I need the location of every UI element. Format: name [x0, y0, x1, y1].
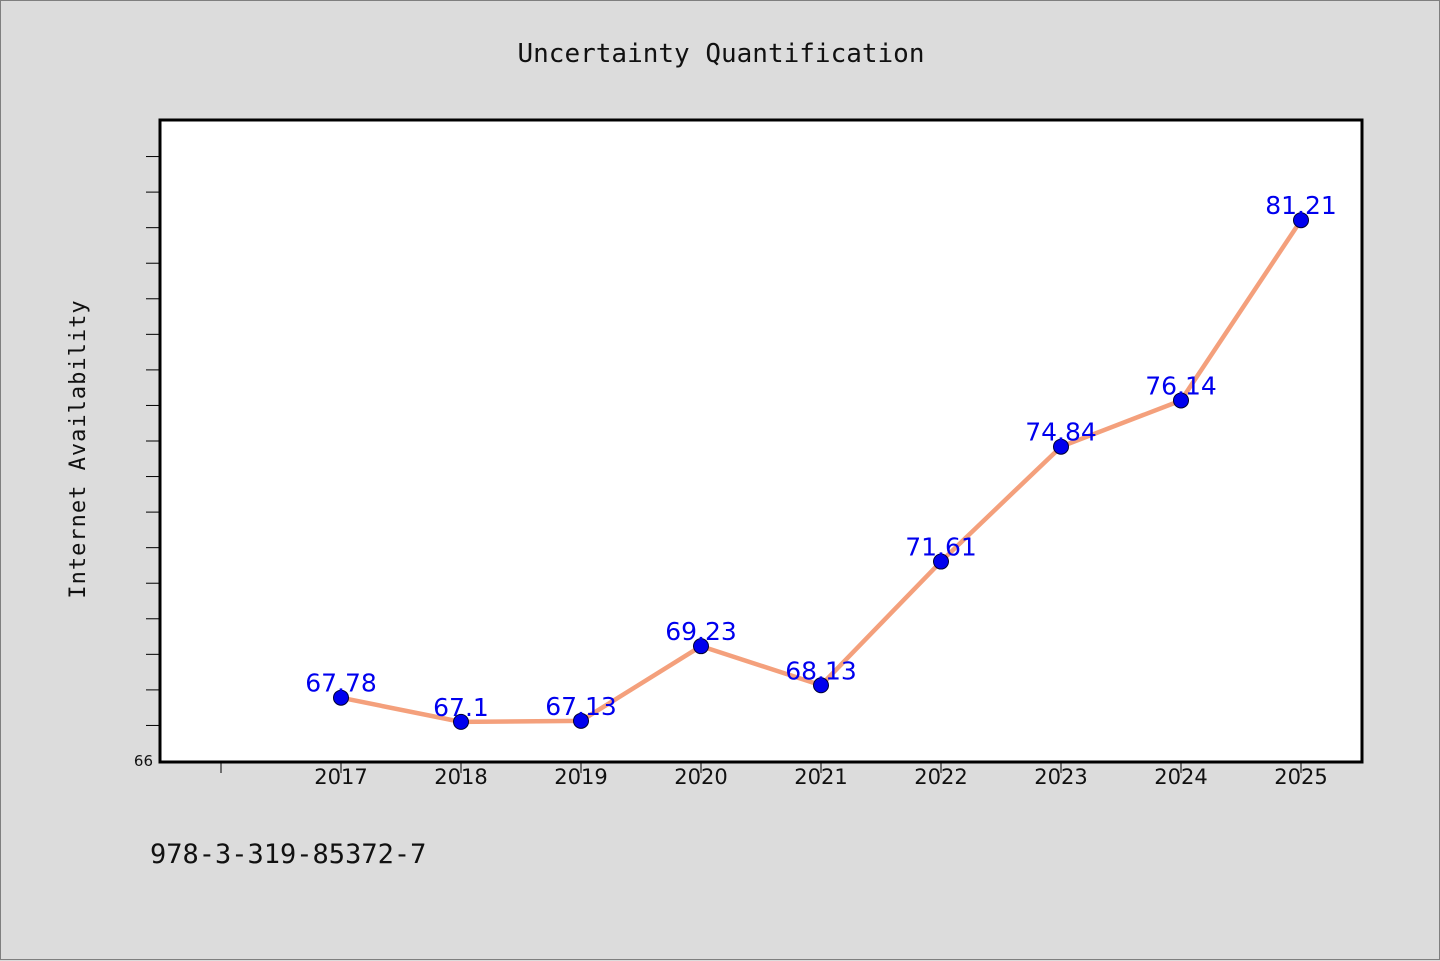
data-label: 68.13: [785, 656, 857, 685]
y-tick-label: 66: [134, 752, 153, 770]
data-point: [933, 553, 949, 570]
data-label: 76.14: [1145, 371, 1217, 400]
y-axis-ticks: 66: [134, 156, 161, 770]
data-point: [693, 638, 709, 655]
x-tick-label: 2019: [554, 765, 607, 789]
x-tick-label: 2021: [794, 765, 847, 789]
series-ottimo: 67.78 67.1 67.13 69.23 68.13 71.61 74.84 76.14 8…: [305, 191, 1337, 730]
chart-title: Uncertainty Quantification: [518, 39, 925, 69]
data-label: 67.1: [433, 693, 489, 722]
data-label: 67.78: [305, 669, 377, 698]
x-tick-label: 2017: [314, 765, 367, 789]
x-tick-label: 2023: [1034, 765, 1087, 789]
data-point: [1053, 438, 1069, 455]
data-point: [1293, 212, 1309, 229]
x-axis-ticks: 2017 2018 2019 2020 2021 2022 2023 2024 2025: [220, 761, 1328, 789]
x-tick-label: 2018: [434, 765, 487, 789]
y-axis-label: Internet Availability: [66, 299, 91, 598]
x-tick-label: 2024: [1154, 765, 1207, 789]
data-point: [573, 712, 589, 729]
data-label: 67.13: [545, 692, 617, 721]
data-label: 81.21: [1265, 191, 1337, 220]
data-point: [333, 689, 349, 706]
data-point: [1173, 392, 1189, 409]
data-point: [453, 713, 469, 730]
isbn-footer: 978-3-319-85372-7: [150, 839, 426, 870]
data-label: 74.84: [1025, 418, 1097, 447]
x-tick-label: 2025: [1274, 765, 1327, 789]
x-tick-label: 2022: [914, 765, 967, 789]
plot-area: [158, 118, 1364, 764]
data-label: 71.61: [905, 533, 977, 562]
x-tick-label: 2020: [674, 765, 727, 789]
data-label: 69.23: [665, 617, 737, 646]
data-point: [813, 677, 829, 694]
